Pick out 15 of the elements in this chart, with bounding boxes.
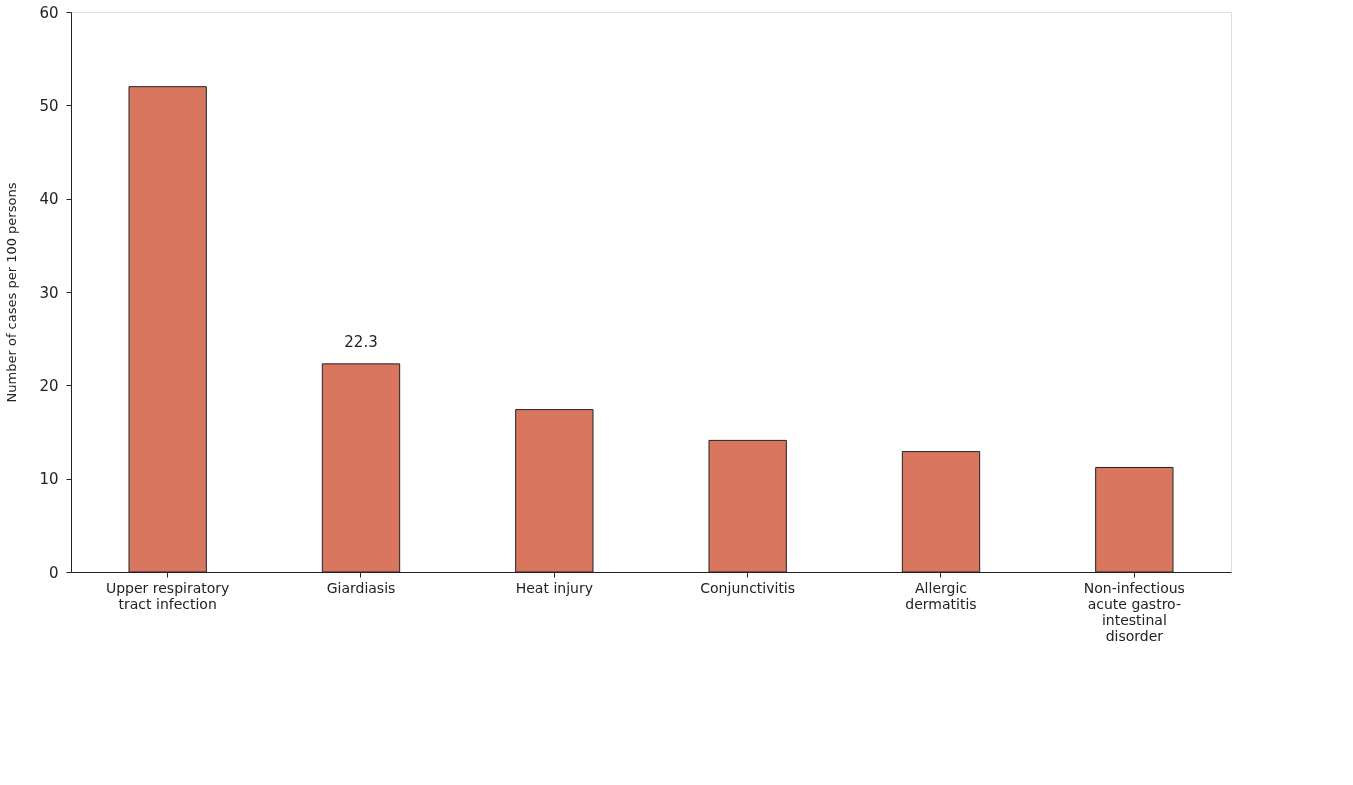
y-axis-title: Number of cases per 100 persons [4,182,20,403]
x-tick-label: Allergic dermatitis [905,579,977,612]
y-tick-label: 20 [39,376,59,395]
y-tick-label: 30 [39,283,59,302]
x-tick-label: Heat injury [515,579,593,596]
y-tick-label: 10 [39,470,59,489]
data-label: 22.3 [344,332,378,351]
y-tick-label: 40 [39,190,59,209]
x-tick-label: Giardiasis [326,579,396,596]
x-tick-label: Non-infectious acute gastro-intestinal disorder [1083,579,1185,644]
y-tick-label: 60 [39,3,59,22]
x-tick-label: Conjunctivitis [700,579,796,596]
x-tick-label: Upper respiratory tract infection [105,579,230,612]
y-tick-label: 0 [48,563,59,582]
y-tick-label: 50 [39,96,59,115]
